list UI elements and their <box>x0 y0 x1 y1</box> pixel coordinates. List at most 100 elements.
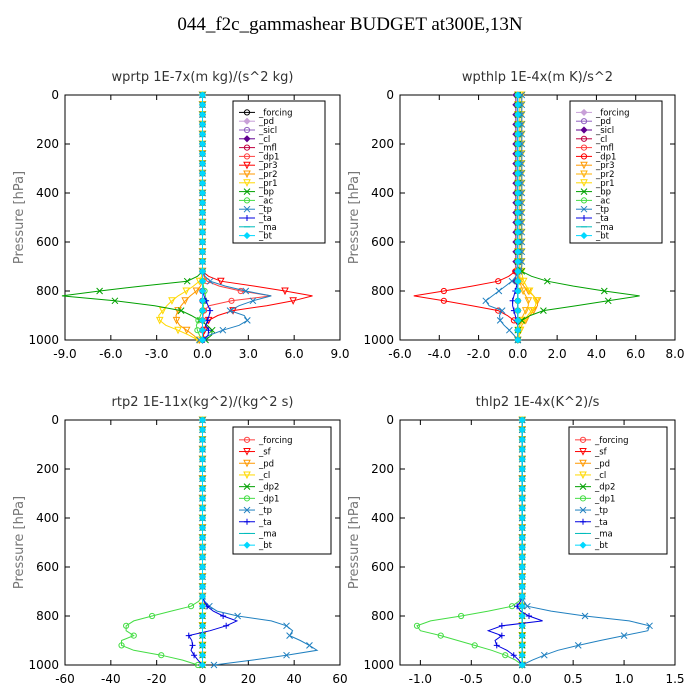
data-point <box>198 534 207 542</box>
data-point <box>518 416 526 424</box>
data-point <box>514 336 522 344</box>
legend-box <box>232 100 326 244</box>
legend-entry: _pd <box>594 459 610 469</box>
data-point <box>198 248 207 256</box>
data-point <box>498 632 505 639</box>
data-point <box>198 258 207 266</box>
data-point <box>518 445 526 453</box>
data-point <box>518 592 526 600</box>
y-tick-label: 800 <box>371 284 394 298</box>
data-point <box>234 612 241 620</box>
legend-entry: _tp <box>258 506 272 516</box>
legend-entry: _ta <box>595 214 609 224</box>
data-point <box>96 287 103 295</box>
chart-title: rtp2 1E-11x(kg^2)/(kg^2 s) <box>112 395 294 410</box>
data-point <box>210 661 218 669</box>
data-point <box>198 189 207 197</box>
legend-entry: _forcing <box>258 108 293 118</box>
data-point <box>198 592 207 600</box>
data-point <box>198 661 207 669</box>
data-point <box>514 160 522 168</box>
series-pr2 <box>514 91 533 345</box>
data-point <box>518 563 526 571</box>
chart-panel-2: wpthlp 1E-4x(m K)/s^2 Pressure [hPa] -6.0 -… <box>347 70 685 361</box>
x-tick-label: 0 <box>199 672 207 686</box>
legend-box <box>569 100 663 244</box>
data-point <box>198 514 207 522</box>
legend-entry: _pr3 <box>258 161 278 171</box>
legend-entry: _pd <box>258 459 274 469</box>
legend-marker <box>580 153 588 160</box>
data-point <box>198 436 207 444</box>
data-point <box>518 622 526 630</box>
y-tick-label: 0 <box>386 413 394 427</box>
data-point <box>518 209 526 216</box>
data-point <box>524 297 533 305</box>
data-point <box>514 130 522 138</box>
legend-marker <box>243 126 251 134</box>
legend-entry: _cl <box>258 471 270 481</box>
legend-marker <box>580 108 588 116</box>
chart-panel-3: rtp2 1E-11x(kg^2)/(kg^2 s) Pressure [hPa]… <box>12 395 348 686</box>
y-tick-label: 400 <box>36 186 59 200</box>
legend-entry: _dp1 <box>594 494 615 504</box>
data-point <box>518 179 526 187</box>
data-point <box>198 553 207 561</box>
data-point <box>198 287 207 295</box>
data-point <box>187 603 195 610</box>
legend-entry: _cl <box>258 135 270 145</box>
data-point <box>514 150 522 158</box>
x-tick-label: 4.0 <box>587 347 606 361</box>
series-line <box>175 95 203 341</box>
legend: _forcing _sf_pd _cl _dp2_dp1 _tp _ta_ma _bt <box>232 426 332 555</box>
data-point <box>514 307 522 315</box>
data-point <box>198 465 207 473</box>
data-point <box>532 297 540 305</box>
data-point <box>281 287 289 296</box>
data-point <box>518 583 526 591</box>
series-bp <box>61 91 216 344</box>
legend-entry: _ac <box>258 196 273 206</box>
data-point <box>518 248 526 256</box>
data-point <box>581 612 589 620</box>
legend-entry: _sicl <box>595 126 614 136</box>
data-point <box>198 416 207 424</box>
legend-marker <box>579 495 587 502</box>
data-point <box>525 287 534 296</box>
x-tick-label: -1.0 <box>409 672 432 686</box>
chart-panel-4: thlp2 1E-4x(K^2)/s Pressure [hPa] -1.0 -0.5… <box>347 395 685 686</box>
data-point <box>540 307 547 314</box>
x-tick-label: 0.0 <box>508 347 527 361</box>
series-bt <box>518 416 526 669</box>
data-point <box>514 248 522 256</box>
legend-marker <box>579 459 587 468</box>
data-point <box>148 612 156 620</box>
x-tick-label: 0.0 <box>513 672 532 686</box>
data-point <box>198 475 207 483</box>
data-point <box>229 307 237 315</box>
data-point <box>198 504 207 512</box>
data-point <box>130 632 137 639</box>
legend-entry: _pd <box>595 117 611 127</box>
data-point <box>198 641 207 649</box>
plot-frame <box>399 419 676 666</box>
x-tick-label: -4.0 <box>428 347 451 361</box>
series-pr2 <box>172 91 207 345</box>
legend-marker <box>243 117 251 125</box>
data-point <box>198 494 207 502</box>
data-point <box>518 612 526 620</box>
data-point <box>518 573 526 581</box>
data-point <box>521 307 530 315</box>
data-point <box>198 267 207 275</box>
legend-marker <box>580 118 588 125</box>
x-tick-label: -40 <box>101 672 121 686</box>
plot-frame <box>399 94 676 341</box>
y-tick-label: 200 <box>36 137 59 151</box>
data-point <box>518 436 526 444</box>
y-axis-label: Pressure [hPa] <box>347 171 362 264</box>
legend-marker <box>243 483 251 491</box>
series-line <box>416 420 523 666</box>
data-point <box>493 642 500 649</box>
legend-entry: _forcing <box>258 436 293 446</box>
legend-entry: _ta <box>594 518 608 528</box>
